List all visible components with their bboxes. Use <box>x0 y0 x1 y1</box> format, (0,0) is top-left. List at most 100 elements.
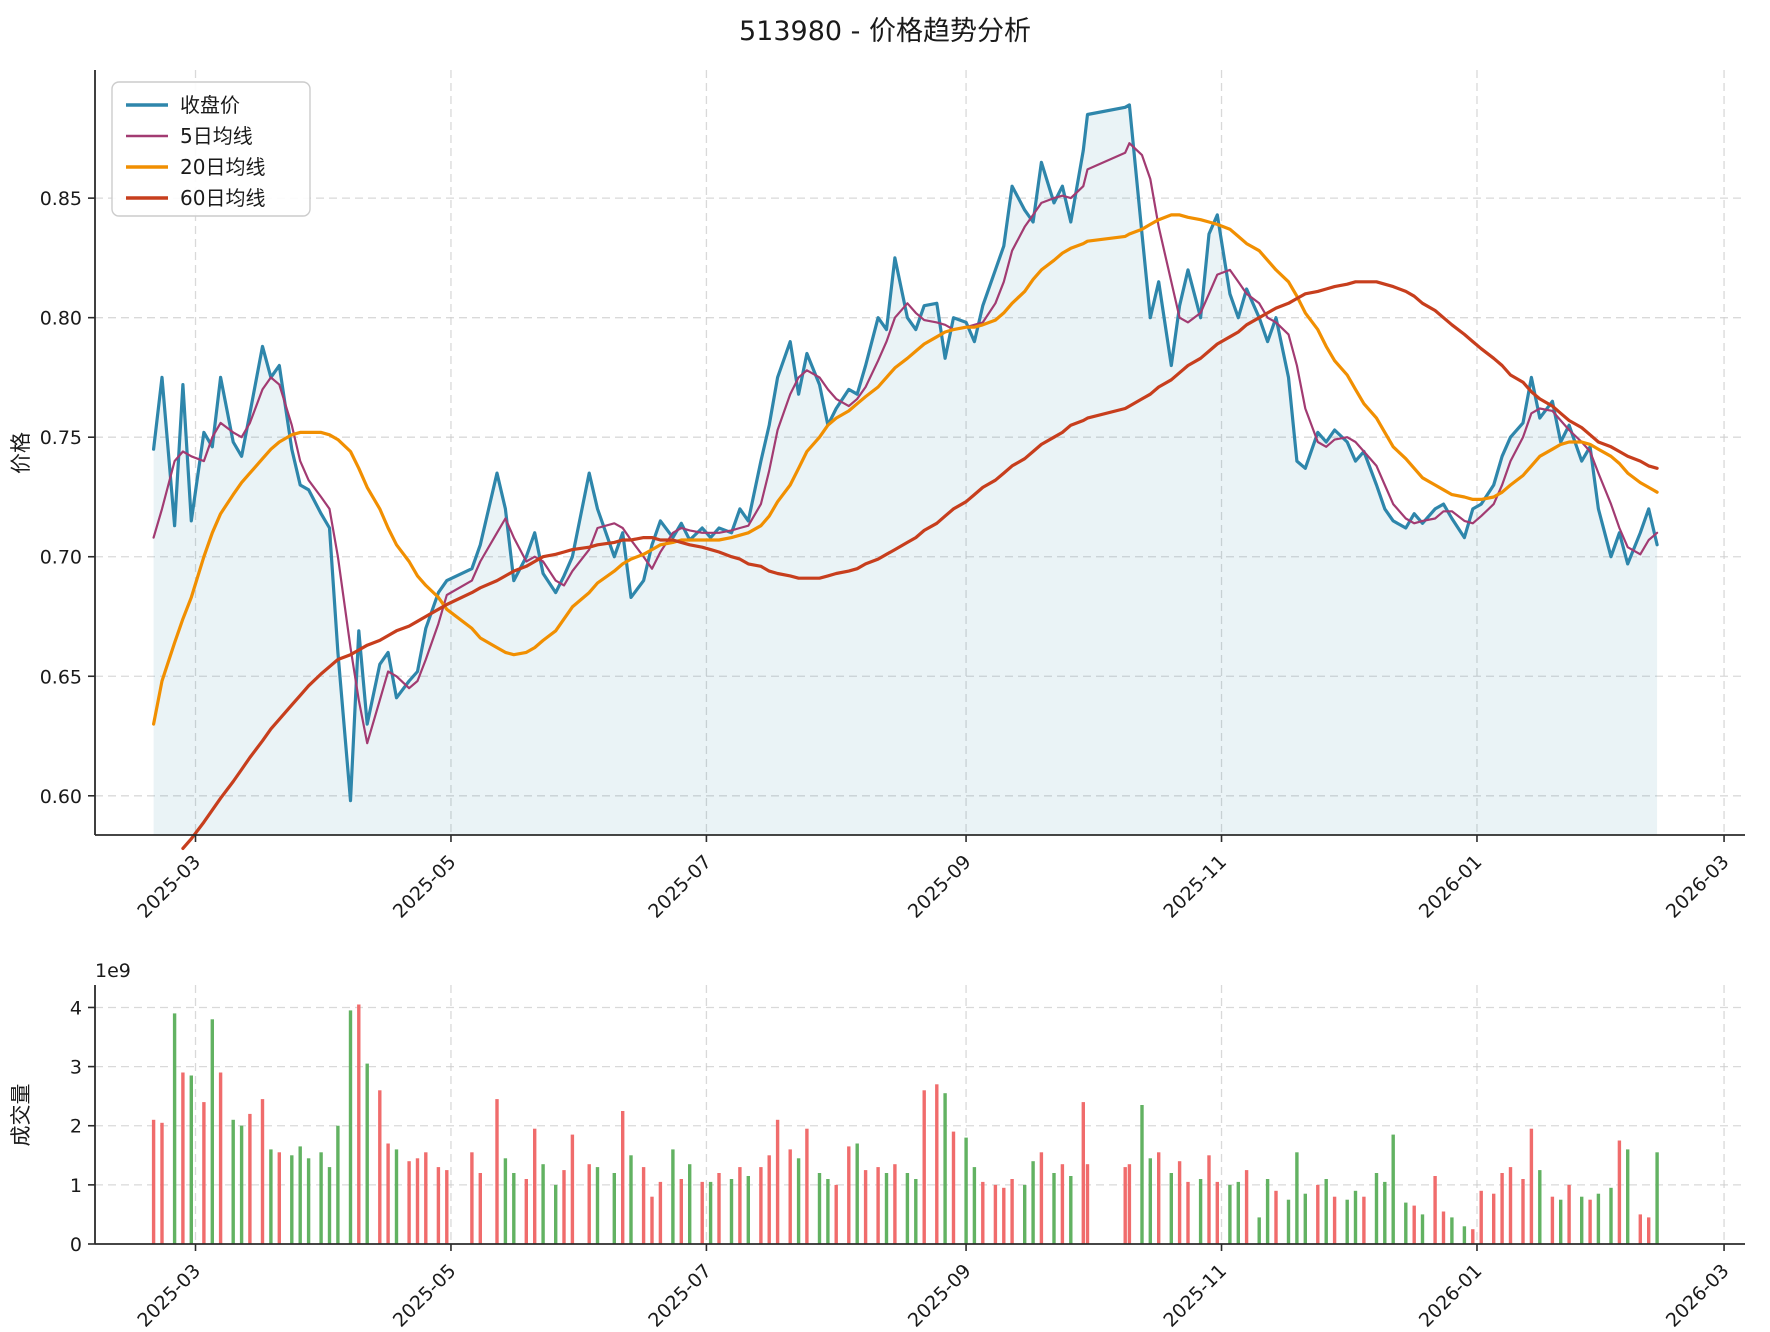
volume-bar-up <box>1529 1128 1534 1244</box>
chart-title: 513980 - 价格趋势分析 <box>739 16 1031 47</box>
volume-bar-down <box>1391 1134 1395 1244</box>
volume-bar-up <box>260 1099 265 1244</box>
volume-bar-down <box>817 1173 822 1244</box>
volume-bar-up <box>1127 1164 1132 1244</box>
volume-bar-up <box>1060 1164 1065 1244</box>
x-tick-label: 2025-11 <box>1159 851 1231 923</box>
volume-bar-up <box>495 1099 499 1244</box>
volume-bar-down <box>612 1173 616 1244</box>
volume-bar-down <box>671 1149 675 1244</box>
volume-bar-up <box>658 1181 663 1244</box>
volume-bar-down <box>1462 1226 1467 1244</box>
volume-bar-down <box>210 1019 214 1244</box>
volume-bar-down <box>1383 1181 1387 1244</box>
volume-bar-up <box>1081 1102 1085 1244</box>
x-tick-label: 2025-05 <box>389 851 461 923</box>
volume-bar-down <box>189 1075 193 1244</box>
x-tick-label: 2025-07 <box>644 1260 716 1332</box>
volume-bar-down <box>1655 1152 1659 1244</box>
volume-bar-up <box>407 1161 411 1244</box>
volume-bar-down <box>554 1184 558 1244</box>
price-y-axis-label: 价格 <box>9 432 33 474</box>
volume-bar-up <box>1492 1193 1496 1244</box>
volume-bar-down <box>1596 1193 1601 1244</box>
volume-bar-up <box>1521 1179 1525 1244</box>
volume-bar-up <box>1567 1184 1571 1244</box>
volume-bar-down <box>1450 1217 1454 1244</box>
x-tick-label: 2025-03 <box>133 851 205 923</box>
legend-label: 20日均线 <box>180 155 265 179</box>
volume-bar-up <box>160 1122 164 1244</box>
volume-bar-up <box>1471 1229 1475 1244</box>
legend-label: 60日均线 <box>180 186 265 210</box>
volume-bar-down <box>688 1164 692 1244</box>
volume-bar-up <box>876 1167 880 1244</box>
volume-bar-up <box>1207 1155 1211 1244</box>
series-line-1 <box>152 142 1659 745</box>
volume-bar-up <box>1177 1161 1182 1244</box>
volume-bar-up <box>1500 1173 1504 1244</box>
volume-bar-down <box>595 1167 600 1244</box>
volume-bar-down <box>729 1179 734 1244</box>
volume-bar-up <box>1039 1152 1044 1244</box>
volume-bar-down <box>336 1125 340 1244</box>
volume-bar-down <box>172 1013 177 1244</box>
volume-bar-down <box>1538 1170 1542 1244</box>
volume-bar-down <box>1031 1161 1035 1244</box>
volume-bar-up <box>621 1111 625 1244</box>
volume-bar-up <box>775 1119 780 1244</box>
x-tick-label: 2025-03 <box>133 1260 205 1332</box>
volume-bar-down <box>796 1158 801 1244</box>
volume-bar-up <box>767 1155 771 1244</box>
volume-bar-up <box>650 1196 654 1244</box>
x-tick-label: 2025-07 <box>644 851 716 923</box>
volume-bar-down <box>746 1176 750 1244</box>
volume-bar-down <box>541 1164 545 1244</box>
volume-bar-up <box>1647 1217 1651 1244</box>
volume-bar-down <box>1069 1176 1073 1244</box>
volume-bar-up <box>1316 1184 1320 1244</box>
volume-bar-down <box>394 1149 399 1244</box>
volume-bar-up <box>587 1164 591 1244</box>
volume-bar-up <box>415 1158 420 1244</box>
volume-bar-up <box>993 1184 998 1244</box>
volume-bar-up <box>893 1164 897 1244</box>
volume-bar-up <box>1638 1214 1642 1244</box>
volume-bar-up <box>951 1131 956 1244</box>
volume-bar-down <box>708 1181 713 1244</box>
y-tick-label: 3 <box>70 1057 82 1079</box>
volume-bar-up <box>981 1181 985 1244</box>
volume-bars <box>151 1004 1659 1244</box>
volume-bar-down <box>503 1158 508 1244</box>
volume-bar-down <box>972 1167 977 1244</box>
volume-bar-down <box>1265 1179 1270 1244</box>
volume-bar-down <box>1303 1193 1307 1244</box>
volume-bar-up <box>570 1134 575 1244</box>
volume-bar-down <box>914 1179 918 1244</box>
y-tick-label: 0.80 <box>40 308 82 330</box>
x-tick-label: 2025-09 <box>904 851 976 923</box>
volume-bar-up <box>277 1152 281 1244</box>
volume-bar-up <box>1479 1190 1483 1244</box>
volume-bar-down <box>905 1173 910 1244</box>
legend-label: 收盘价 <box>180 93 240 117</box>
legend-box <box>111 81 311 217</box>
volume-bar-up <box>1550 1196 1555 1244</box>
volume-bar-down <box>327 1167 332 1244</box>
y-tick-label: 2 <box>70 1116 82 1138</box>
volume-bar-down <box>290 1155 294 1244</box>
volume-bar-down <box>855 1143 859 1244</box>
volume-bar-down <box>1286 1199 1291 1244</box>
volume-bar-down <box>1052 1173 1056 1244</box>
volume-bar-down <box>239 1125 244 1244</box>
volume-bar-up <box>1157 1152 1161 1244</box>
x-tick-label: 2026-01 <box>1415 851 1487 923</box>
volume-bar-up <box>1244 1170 1249 1244</box>
volume-bar-down <box>1023 1184 1027 1244</box>
volume-bar-down <box>1257 1217 1261 1244</box>
volume-bar-down <box>1626 1149 1630 1244</box>
volume-bar-up <box>1588 1199 1592 1244</box>
volume-bar-down <box>365 1063 369 1244</box>
close-area-fill <box>153 104 1658 835</box>
volume-bar-up <box>524 1179 528 1244</box>
